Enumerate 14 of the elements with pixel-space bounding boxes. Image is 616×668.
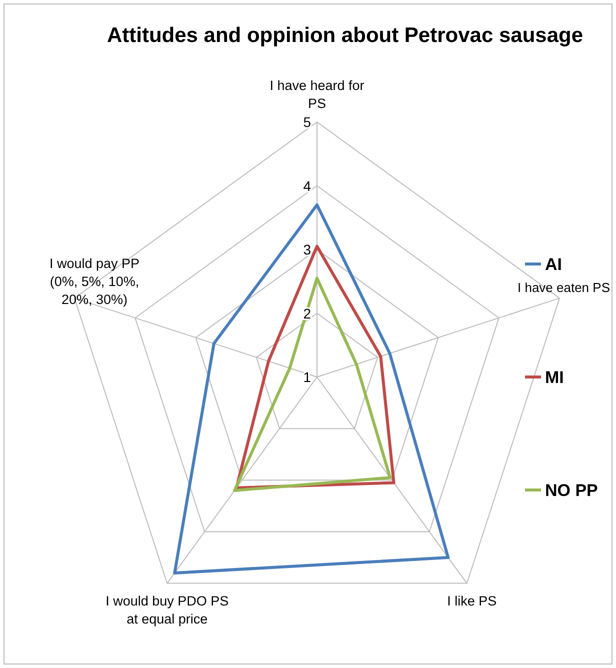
y-tick-label: 2 [303, 305, 312, 322]
y-tick-label: 5 [303, 114, 312, 130]
y-tick-label: 3 [303, 242, 312, 258]
y-tick-label: 4 [303, 178, 312, 194]
legend-label: AI [545, 255, 562, 274]
spoke-label: I like PS [447, 593, 497, 608]
chart-title: Attitudes and oppinion about Petrovac sausage [106, 24, 584, 47]
legend-label: NO PP [545, 481, 598, 500]
legend-label: MI [545, 368, 564, 387]
spoke-label: I have heard for PS [270, 78, 365, 111]
spoke-label: I would pay PP (0%, 5%, 10%, 20%, 30%) [49, 256, 140, 308]
y-tick-label: 1 [303, 369, 312, 385]
spoke-label: I would buy PDO PS at equal price [106, 593, 229, 626]
spoke-label: I have eaten PS [517, 280, 610, 296]
